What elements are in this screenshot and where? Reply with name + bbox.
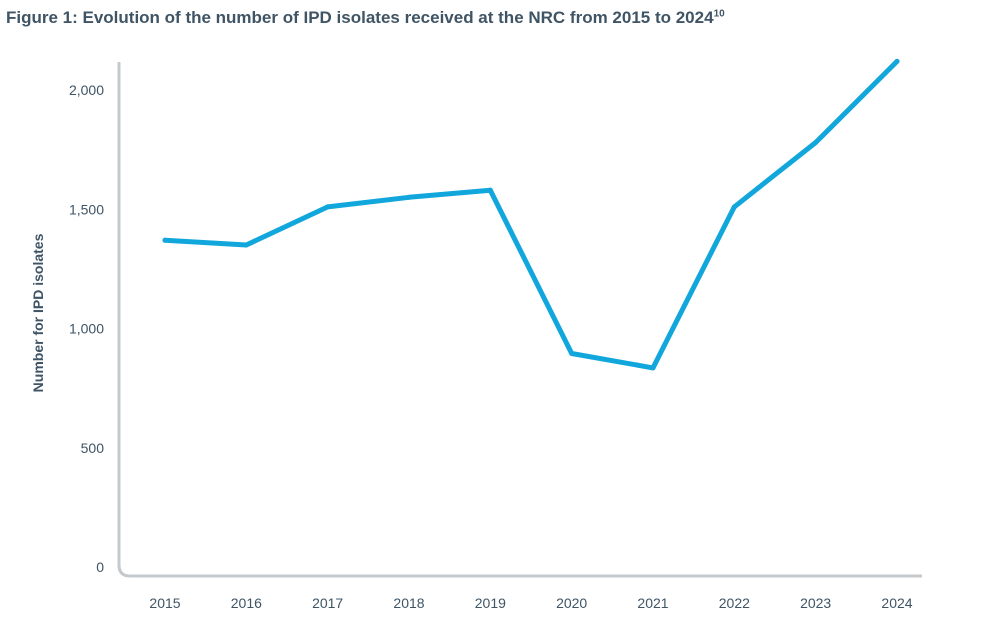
y-tick-label: 1,000 (69, 321, 104, 337)
chart-axes (117, 62, 922, 578)
x-tick-label: 2016 (231, 595, 262, 611)
chart-title-text: Figure 1: Evolution of the number of IPD… (6, 8, 714, 27)
x-tick-label: 2019 (475, 595, 506, 611)
chart-title: Figure 1: Evolution of the number of IPD… (6, 8, 725, 28)
data-point (894, 58, 900, 64)
axis-line (117, 62, 922, 578)
data-point (406, 194, 412, 200)
x-tick-label: 2018 (393, 595, 424, 611)
data-point (243, 242, 249, 248)
y-tick-label: 1,500 (69, 201, 104, 217)
y-axis-label: Number for IPD isolates (30, 233, 46, 392)
x-tick-label: 2022 (719, 595, 750, 611)
series-layer (162, 58, 900, 371)
title-footnote-ref: 10 (713, 8, 725, 20)
x-tick-label: 2015 (149, 595, 180, 611)
data-point (813, 139, 819, 145)
y-axis-ticks: 0 500 1,000 1,500 2,000 (69, 82, 104, 575)
x-tick-label: 2023 (800, 595, 831, 611)
data-point (569, 351, 575, 357)
x-tick-label: 2020 (556, 595, 587, 611)
x-tick-label: 2024 (881, 595, 912, 611)
y-tick-label: 500 (81, 440, 105, 456)
x-tick-label: 2021 (637, 595, 668, 611)
data-point (650, 365, 656, 371)
data-point (162, 237, 168, 243)
y-tick-label: 0 (96, 559, 104, 575)
series-line (162, 58, 900, 371)
data-point (487, 187, 493, 193)
data-point (731, 204, 737, 210)
y-tick-label: 2,000 (69, 82, 104, 98)
x-axis-ticks: 2015 2016 2017 2018 2019 2020 2021 2022 2023 2024 (149, 595, 912, 611)
x-tick-label: 2017 (312, 595, 343, 611)
data-point (325, 204, 331, 210)
